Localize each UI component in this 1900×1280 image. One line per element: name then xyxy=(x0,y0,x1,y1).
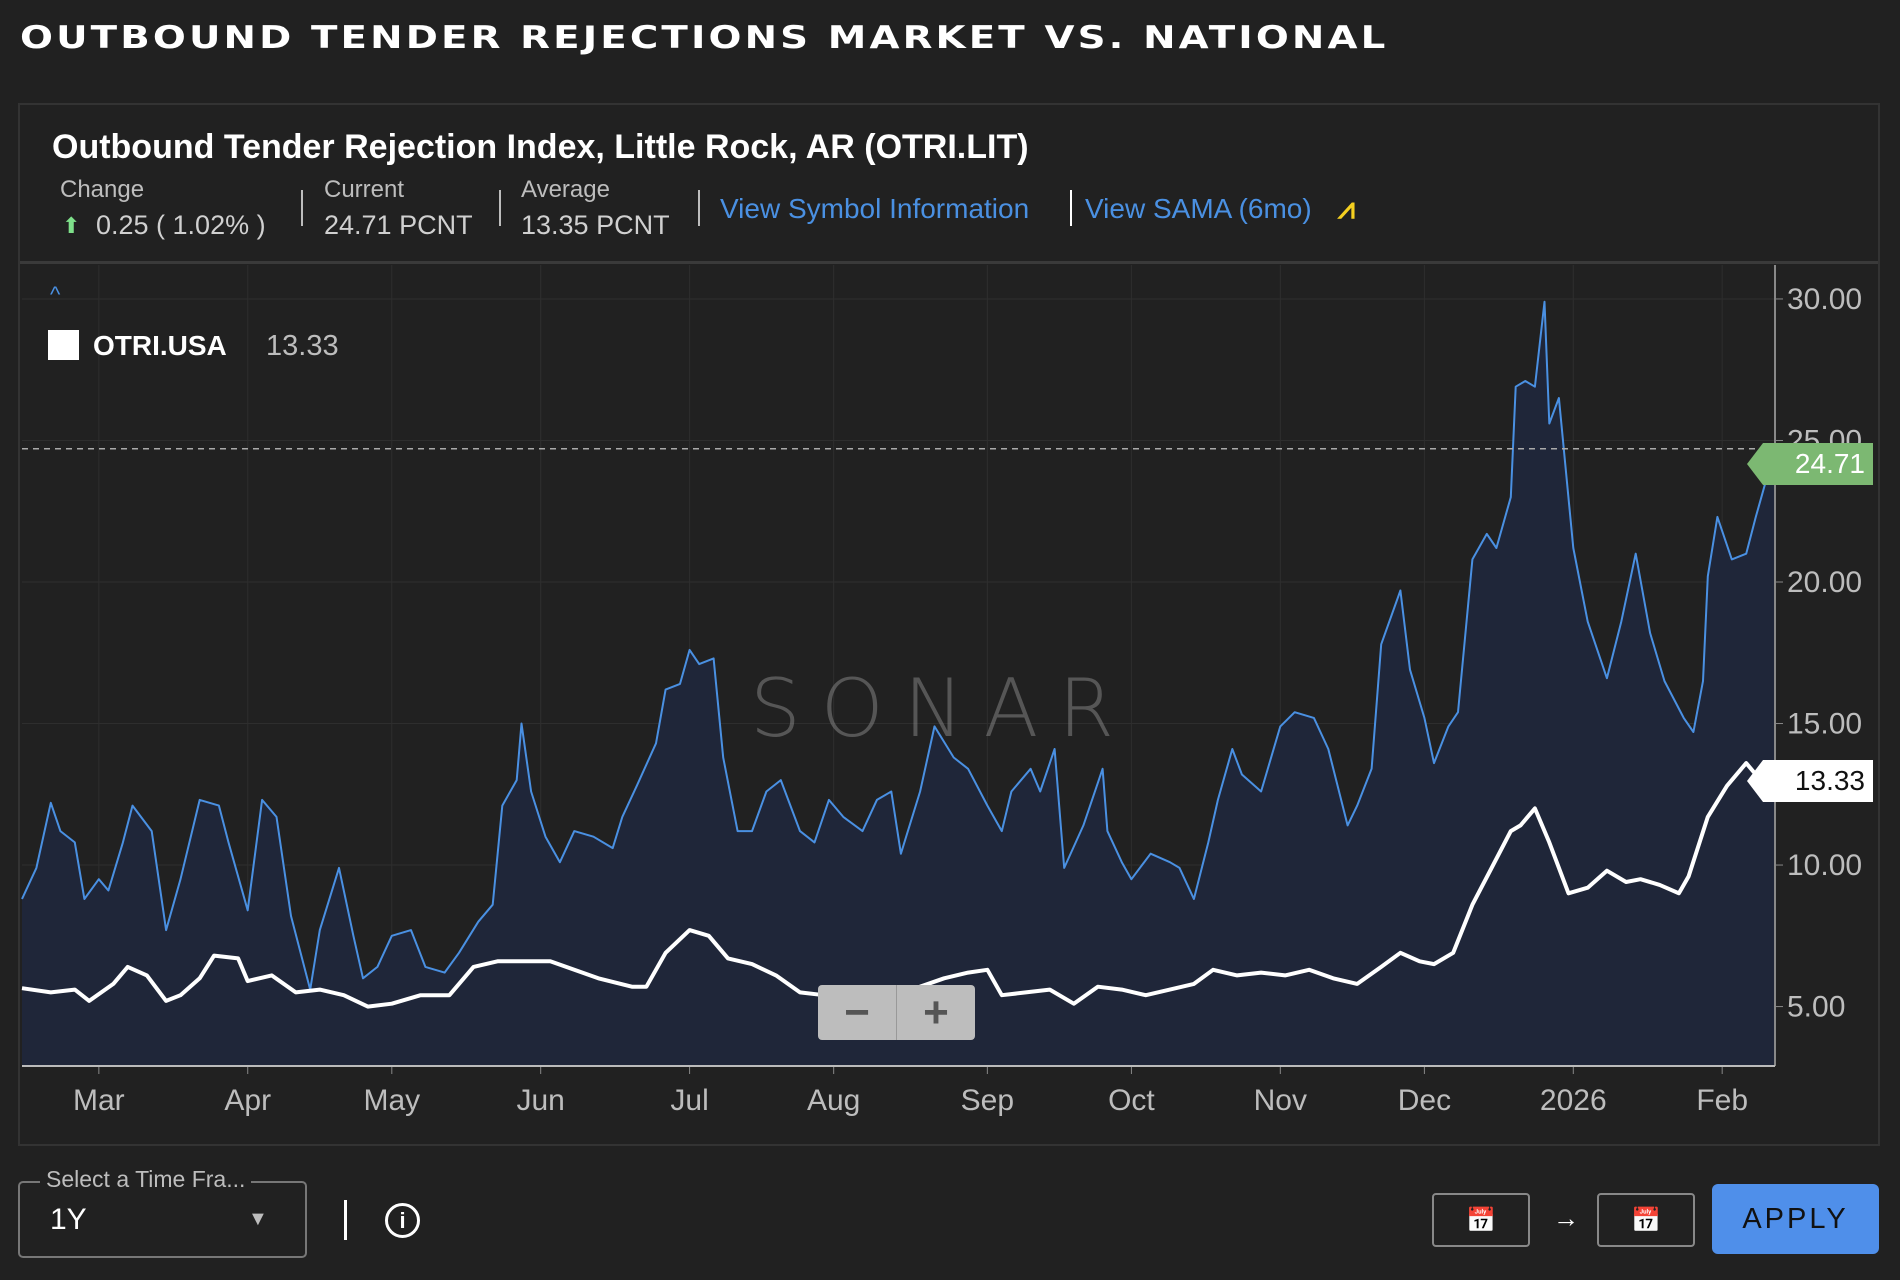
y-tick-label: 20.00 xyxy=(1787,566,1862,599)
zoom-out-button[interactable]: − xyxy=(818,985,897,1040)
current-value: 24.71 PCNT xyxy=(324,210,473,240)
sama-chart-icon[interactable]: ⩘ xyxy=(1338,192,1355,225)
chart-panel xyxy=(18,103,1880,1146)
average-label: Average xyxy=(521,176,610,203)
time-frame-label: Select a Time Fra... xyxy=(40,1166,252,1193)
series-line-otri.lit xyxy=(21,300,1776,991)
x-tick-label: Apr xyxy=(224,1084,271,1117)
calendar-icon: 📅 xyxy=(1631,1206,1661,1234)
current-label: Current xyxy=(324,176,405,203)
x-tick-label: 2026 xyxy=(1540,1084,1607,1117)
y-tick-label: 30.00 xyxy=(1787,283,1862,316)
up-arrow-icon: ⬆ xyxy=(62,213,81,238)
x-tick-label: Feb xyxy=(1696,1084,1748,1117)
apply-button[interactable]: APPLY xyxy=(1712,1184,1879,1254)
x-tick-label: Jun xyxy=(517,1084,565,1117)
view-sama-link[interactable]: View SAMA (6mo) xyxy=(1085,193,1312,224)
zoom-control: − + xyxy=(818,985,975,1040)
x-tick-label: Sep xyxy=(961,1084,1014,1117)
time-frame-value[interactable]: 1Y xyxy=(50,1203,87,1236)
collapse-legend-chevron-icon[interactable]: ^ xyxy=(50,282,61,307)
dropdown-caret-icon[interactable]: ▼ xyxy=(248,1208,268,1230)
zoom-in-button[interactable]: + xyxy=(923,987,949,1037)
y-tick-label: 5.00 xyxy=(1787,991,1845,1024)
divider xyxy=(301,190,303,226)
end-date-calendar-button[interactable]: 📅 xyxy=(1597,1193,1695,1247)
series-area-otri.lit xyxy=(22,301,1775,1066)
sonar-watermark: SONAR xyxy=(750,662,1134,755)
y-tick-label: 10.00 xyxy=(1787,849,1862,882)
last-value-tag-lit: 24.71 xyxy=(1747,443,1873,485)
divider xyxy=(344,1200,347,1240)
change-label: Change xyxy=(60,176,145,203)
calendar-icon: 📅 xyxy=(1466,1206,1496,1234)
view-symbol-information-link[interactable]: View Symbol Information xyxy=(720,193,1030,224)
divider xyxy=(1070,190,1072,226)
x-tick-label: May xyxy=(363,1084,420,1117)
chart-title: Outbound Tender Rejection Index, Little … xyxy=(52,128,1029,166)
change-value: 0.25 ( 1.02% ) xyxy=(96,210,266,240)
legend-series-name: OTRI.USA xyxy=(93,330,227,361)
legend-swatch[interactable] xyxy=(48,330,79,360)
divider xyxy=(499,190,501,226)
average-value: 13.35 PCNT xyxy=(521,210,670,240)
page-title: OUTBOUND TENDER REJECTIONS MARKET VS. NA… xyxy=(20,20,1389,56)
info-icon[interactable]: i xyxy=(385,1203,420,1238)
series-line-otri.usa xyxy=(21,761,1776,1009)
last-value-tag-usa: 13.33 xyxy=(1747,760,1873,802)
x-tick-label: Dec xyxy=(1398,1084,1451,1117)
x-tick-label: Nov xyxy=(1254,1084,1307,1117)
start-date-calendar-button[interactable]: 📅 xyxy=(1432,1193,1530,1247)
header-divider xyxy=(20,261,1878,264)
legend-series-value: 13.33 xyxy=(266,330,339,362)
x-tick-label: Mar xyxy=(73,1084,125,1117)
y-tick-label: 15.00 xyxy=(1787,708,1862,741)
x-tick-label: Jul xyxy=(670,1084,708,1117)
x-tick-label: Aug xyxy=(807,1084,860,1117)
x-tick-label: Oct xyxy=(1108,1084,1155,1117)
arrow-icon: → xyxy=(1553,1203,1579,1233)
divider xyxy=(698,190,700,226)
